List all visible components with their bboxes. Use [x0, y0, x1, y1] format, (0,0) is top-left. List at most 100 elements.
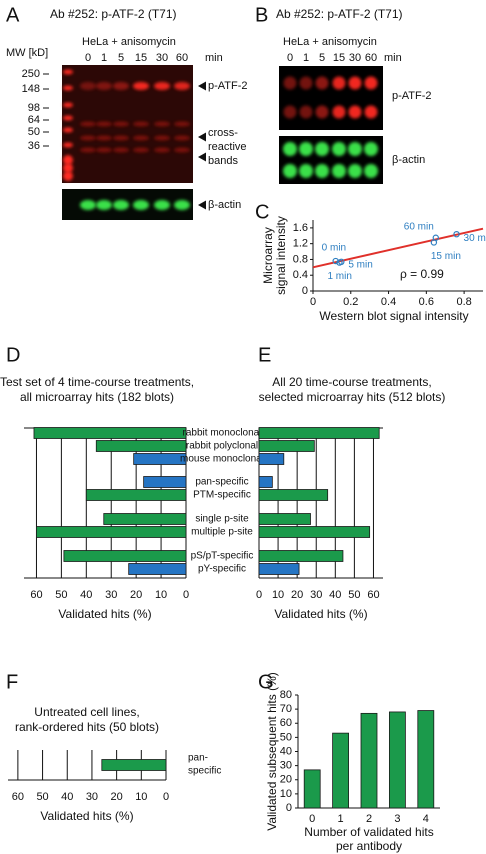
- spot: [283, 142, 297, 156]
- band: [96, 147, 112, 153]
- annotation: reactive: [208, 141, 247, 153]
- band: [96, 200, 112, 210]
- x-axis-label: Validated hits (%): [274, 607, 367, 621]
- x-tick-label: 40: [80, 589, 92, 601]
- y-tick-label: 10: [280, 788, 292, 800]
- point-label: 60 min: [404, 221, 434, 232]
- spot: [364, 76, 378, 90]
- x-tick-label: 0: [163, 791, 169, 803]
- lane-label: 1: [303, 52, 309, 64]
- spot: [364, 164, 378, 178]
- bar: [303, 769, 321, 809]
- category-label: multiple p-site: [191, 527, 253, 538]
- x-tick-label: 30: [310, 589, 322, 601]
- band: [154, 200, 170, 210]
- time-unit: min: [205, 52, 223, 64]
- lane-label: 15: [135, 52, 147, 64]
- panel-label: F: [6, 671, 18, 693]
- band: [154, 121, 170, 127]
- bar: [258, 453, 285, 465]
- lane-label: 60: [365, 52, 377, 64]
- band: [174, 200, 190, 210]
- x-tick-label: 0.4: [381, 296, 396, 308]
- bar: [258, 440, 315, 452]
- bar: [63, 550, 187, 562]
- category-label: PTM-specific: [193, 490, 251, 501]
- x-tick-label: 30: [105, 589, 117, 601]
- y-tick-label: 40: [280, 745, 292, 757]
- spot: [315, 76, 329, 90]
- x-tick-label: 60: [30, 589, 42, 601]
- bar: [258, 550, 344, 562]
- point: [338, 258, 345, 266]
- spot: [315, 105, 329, 119]
- bar: [128, 563, 187, 575]
- bar: [95, 440, 187, 452]
- lane-label: 1: [101, 52, 107, 64]
- category-label: specific: [188, 766, 221, 777]
- lane-label: 0: [287, 52, 293, 64]
- band: [154, 147, 170, 153]
- x-axis-label: Validated hits (%): [58, 607, 151, 621]
- chart-title: All 20 time-course treatments,: [272, 375, 431, 389]
- panel-label: C: [255, 201, 269, 223]
- x-tick-label: 20: [291, 589, 303, 601]
- marker-band: [63, 163, 73, 173]
- y-tick-label: 30: [280, 760, 292, 772]
- bar: [258, 563, 300, 575]
- x-tick-label: 10: [135, 791, 147, 803]
- band: [174, 147, 190, 153]
- x-tick-label: 4: [423, 813, 429, 825]
- spot: [283, 105, 297, 119]
- x-tick-label: 20: [111, 791, 123, 803]
- chart-title: Untreated cell lines,: [34, 705, 139, 719]
- annotation: β-actin: [392, 154, 425, 166]
- band: [133, 135, 149, 141]
- condition: HeLa + anisomycin: [283, 36, 377, 48]
- band: [133, 147, 149, 153]
- bar: [103, 513, 187, 525]
- x-tick-label: 40: [329, 589, 341, 601]
- spot: [364, 142, 378, 156]
- x-tick-label: 10: [272, 589, 284, 601]
- lane-label: 30: [156, 52, 168, 64]
- chart-title: all microarray hits (182 blots): [20, 390, 174, 404]
- spot: [332, 76, 346, 90]
- x-tick-label: 60: [367, 589, 379, 601]
- x-tick-label: 0.6: [419, 296, 434, 308]
- spot: [283, 164, 297, 178]
- arrow: [198, 200, 206, 210]
- band: [154, 135, 170, 141]
- y-tick-label: 1.6: [293, 222, 308, 234]
- x-tick-label: 3: [394, 813, 400, 825]
- y-tick-label: 0.8: [293, 253, 308, 265]
- y-tick-label: 0.4: [293, 269, 308, 281]
- x-tick-label: 0: [256, 589, 262, 601]
- chart-title: selected microarray hits (512 blots): [259, 390, 446, 404]
- y-tick-label: 0: [286, 802, 292, 814]
- category-label: rabbit polyclonal: [186, 441, 258, 452]
- spot: [364, 105, 378, 119]
- x-tick-label: 20: [130, 589, 142, 601]
- spot: [283, 76, 297, 90]
- category-label: single p-site: [195, 514, 249, 525]
- mw-label: 64: [28, 114, 40, 126]
- lane-label: 5: [319, 52, 325, 64]
- y-tick-label: 80: [280, 689, 292, 701]
- x-axis-label: Number of validated hits: [304, 825, 433, 839]
- mw-label: 148: [22, 83, 40, 95]
- panel-label: E: [258, 344, 271, 366]
- x-tick-label: 50: [348, 589, 360, 601]
- arrow: [198, 132, 206, 142]
- point-label: 0 min: [322, 243, 346, 254]
- panel-title: Ab #252: p-ATF-2 (T71): [276, 7, 403, 21]
- bar: [258, 489, 329, 501]
- band: [80, 82, 96, 90]
- x-axis-label: Western blot signal intensity: [319, 309, 468, 323]
- y-tick-label: 0: [302, 285, 308, 297]
- band: [80, 200, 96, 210]
- spot: [299, 142, 313, 156]
- y-tick-label: 70: [280, 703, 292, 715]
- spot: [348, 164, 362, 178]
- lane-label: 5: [118, 52, 124, 64]
